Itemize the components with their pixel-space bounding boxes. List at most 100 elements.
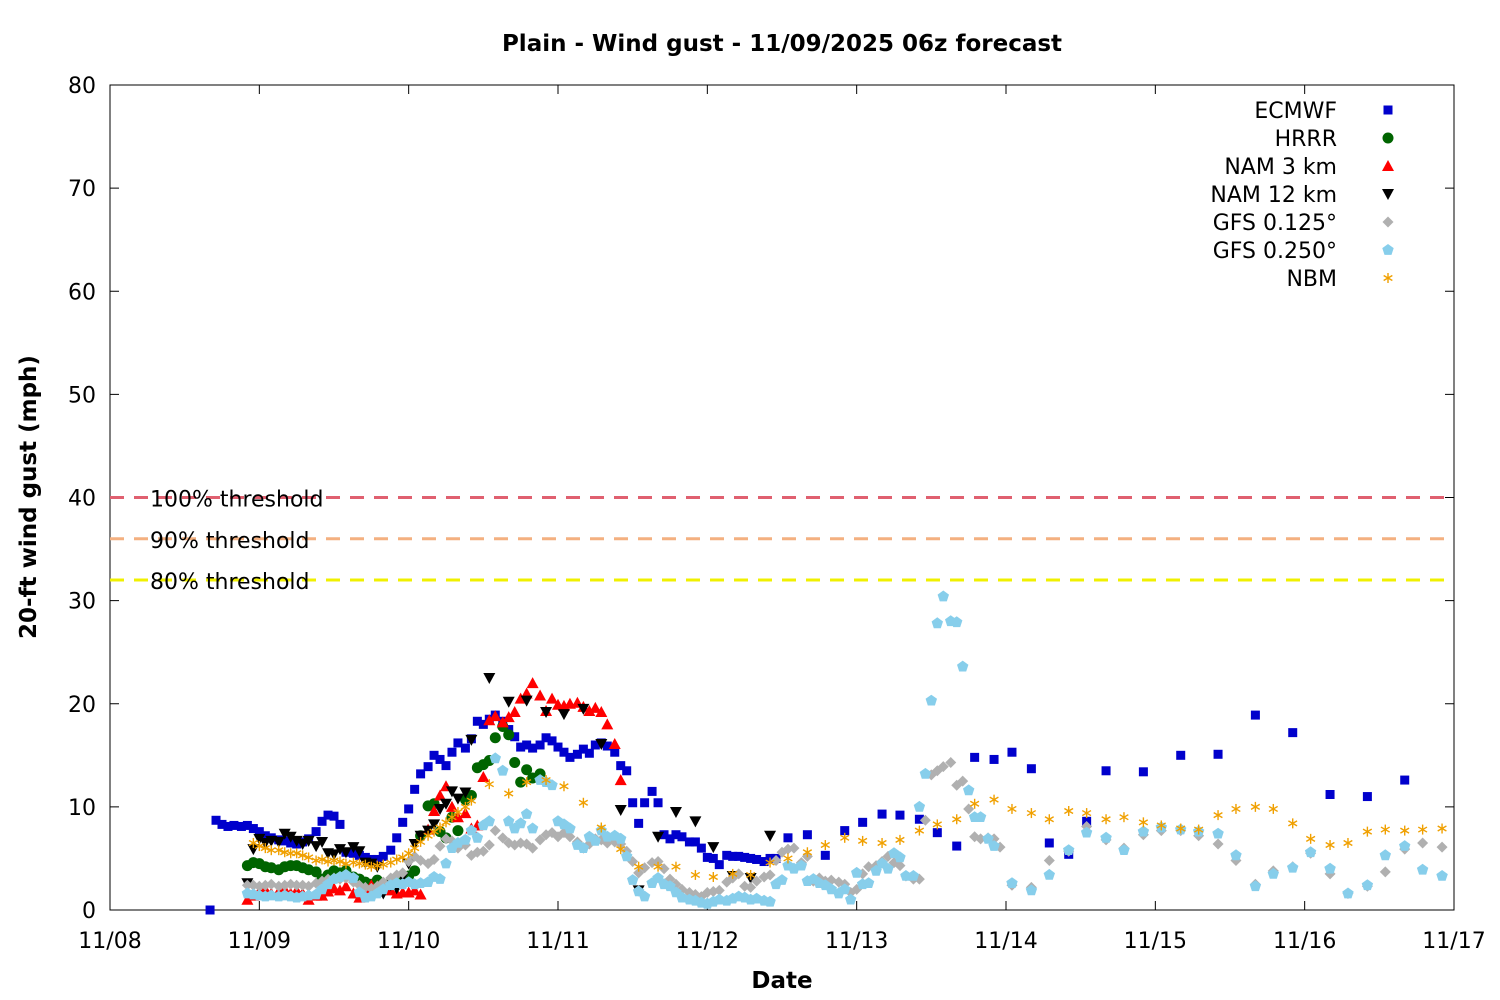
data-point: [931, 617, 943, 629]
data-point: [291, 879, 303, 891]
legend-marker: [1382, 189, 1394, 200]
data-point: [690, 837, 700, 847]
data-point: [653, 861, 663, 872]
data-point: [690, 869, 701, 880]
data-point: [483, 714, 496, 726]
legend-label: NAM 3 km: [1224, 155, 1337, 180]
data-point: [945, 757, 957, 769]
data-point: [496, 716, 509, 728]
data-point: [515, 776, 527, 788]
data-series: [205, 590, 1448, 915]
data-point: [515, 817, 527, 829]
data-point: [447, 747, 457, 757]
data-point: [596, 822, 607, 833]
data-point: [509, 757, 521, 769]
data-point: [354, 858, 365, 869]
data-point: [895, 834, 905, 845]
data-point: [740, 852, 750, 862]
data-point: [1007, 803, 1017, 814]
data-point: [329, 811, 339, 821]
data-point: [521, 777, 532, 788]
threshold-label: 80% threshold: [150, 570, 310, 595]
y-tick-label: 0: [82, 899, 96, 924]
data-point: [465, 734, 478, 746]
data-point: [1417, 837, 1429, 849]
data-point: [759, 857, 769, 867]
data-point: [728, 851, 738, 861]
data-point: [211, 815, 221, 825]
x-axis: 11/08 11/09 11/10 11/11 11/12 11/13 11/14 11/15…: [78, 85, 1486, 954]
data-point: [894, 851, 906, 863]
data-point: [296, 839, 309, 850]
data-point: [1343, 837, 1353, 848]
data-point: [634, 818, 644, 828]
data-point: [260, 831, 270, 841]
data-point: [254, 841, 265, 852]
legend-label: NAM 12 km: [1210, 183, 1337, 208]
data-point: [919, 814, 931, 826]
data-point: [504, 788, 514, 799]
data-point: [1249, 880, 1262, 892]
data-point: [1063, 844, 1075, 855]
data-point: [409, 865, 421, 877]
data-point: [522, 740, 532, 750]
data-point: [541, 775, 551, 786]
data-point: [638, 890, 651, 902]
data-point: [584, 748, 594, 758]
legend-marker: [1382, 132, 1394, 144]
data-point: [489, 732, 501, 744]
data-point: [274, 845, 284, 856]
data-point: [520, 808, 533, 819]
data-point: [453, 738, 463, 748]
data-point: [441, 761, 451, 771]
data-point: [590, 740, 600, 750]
data-point: [589, 701, 602, 713]
y-tick-label: 70: [68, 177, 96, 202]
data-point: [664, 880, 676, 892]
y-tick-label: 60: [68, 280, 96, 305]
data-point: [553, 742, 563, 752]
data-point: [840, 826, 850, 836]
data-point: [378, 859, 388, 870]
data-point: [1100, 831, 1112, 843]
data-point: [608, 737, 621, 749]
data-point: [1156, 820, 1167, 831]
data-point: [877, 837, 887, 848]
data-point: [254, 827, 264, 837]
data-point: [1379, 866, 1391, 878]
data-point: [951, 616, 963, 628]
data-point: [335, 856, 345, 867]
series-ecmwf: [205, 710, 1410, 915]
data-point: [416, 769, 426, 779]
data-point: [516, 742, 526, 752]
data-point: [434, 840, 446, 852]
data-point: [671, 830, 681, 840]
data-point: [1250, 801, 1261, 812]
data-point: [1044, 814, 1055, 825]
data-point: [557, 709, 570, 721]
data-point: [907, 870, 920, 881]
data-point: [1138, 817, 1149, 828]
data-point: [684, 837, 694, 847]
data-point: [969, 798, 980, 809]
data-point: [1213, 749, 1223, 759]
data-point: [952, 814, 962, 825]
data-point: [652, 856, 664, 868]
data-point: [1417, 824, 1428, 835]
data-point: [303, 852, 314, 863]
legend-marker: [1382, 244, 1394, 255]
threshold-lines: 100% threshold 90% threshold 80% threshold: [110, 488, 1454, 595]
x-axis-label: Date: [751, 968, 812, 994]
y-tick-label: 50: [68, 383, 96, 408]
data-point: [205, 905, 215, 915]
data-point: [1305, 833, 1316, 844]
data-point: [280, 836, 290, 846]
data-point: [347, 872, 360, 883]
data-point: [845, 893, 857, 905]
data-point: [820, 850, 830, 860]
data-point: [247, 844, 260, 856]
data-point: [1325, 790, 1335, 799]
data-point: [913, 800, 926, 812]
data-point: [435, 754, 445, 764]
data-point: [484, 779, 495, 790]
